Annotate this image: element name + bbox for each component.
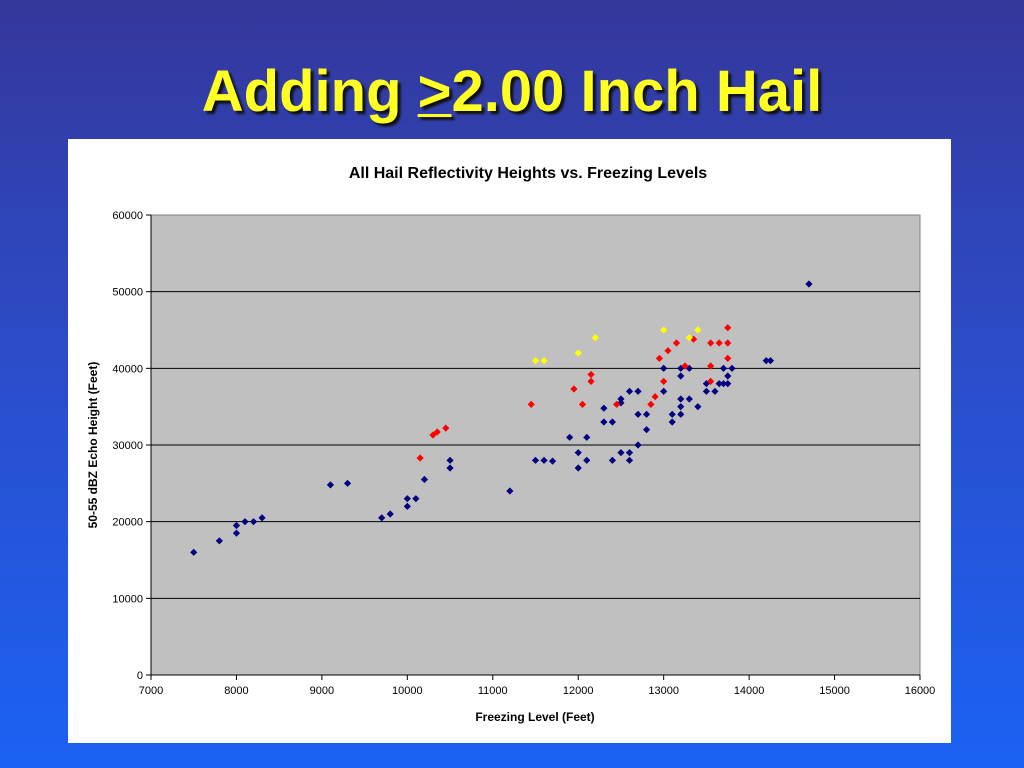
data-point [566, 433, 574, 441]
x-tick-label: 9000 [310, 685, 334, 697]
x-axis-label: Freezing Level (Feet) [475, 710, 594, 724]
data-point [681, 362, 689, 370]
data-point [412, 495, 420, 503]
data-point [241, 518, 249, 526]
y-axis-label: 50-55 dBZ Echo Height (Feet) [86, 362, 100, 529]
data-point [506, 487, 514, 495]
data-point [642, 426, 651, 434]
x-tick-label: 14000 [734, 685, 765, 697]
slide-title-prefix: Adding [201, 59, 418, 124]
data-point [326, 481, 335, 489]
data-point [433, 428, 441, 436]
data-point [617, 399, 625, 407]
data-point [429, 431, 437, 439]
data-point [378, 514, 386, 522]
data-point [689, 335, 698, 343]
data-point [694, 403, 702, 411]
x-tick-label: 10000 [392, 685, 423, 697]
data-point [724, 372, 732, 380]
data-point [600, 404, 608, 412]
data-point [258, 514, 266, 522]
data-point [548, 457, 557, 465]
y-tick-label: 10000 [112, 593, 143, 605]
data-point [634, 410, 642, 418]
data-point [442, 424, 450, 432]
data-point [343, 479, 352, 487]
data-point [647, 400, 655, 408]
data-point [642, 410, 651, 418]
data-point [600, 418, 608, 426]
data-point [617, 449, 625, 457]
data-point [724, 339, 732, 347]
data-point [625, 456, 634, 464]
x-tick-label: 15000 [819, 685, 850, 697]
data-point [403, 495, 411, 503]
data-point [715, 339, 723, 347]
slide-title-gt: > [417, 59, 452, 124]
data-point [613, 400, 621, 408]
y-tick-label: 60000 [112, 210, 143, 222]
x-tick-label: 12000 [563, 685, 594, 697]
data-point [707, 339, 715, 347]
y-tick-label: 40000 [112, 363, 143, 375]
x-tick-label: 13000 [648, 685, 679, 697]
data-point [668, 418, 676, 426]
data-point [232, 521, 241, 530]
data-point [651, 393, 659, 401]
data-point [446, 464, 454, 472]
data-point [694, 326, 702, 334]
x-tick-label: 8000 [224, 685, 248, 697]
data-point [232, 529, 241, 537]
data-point [190, 548, 198, 556]
y-tick-label: 30000 [112, 440, 143, 452]
data-point [583, 433, 591, 441]
scatter-chart: All Hail Reflectivity Heights vs. Freezi… [86, 165, 936, 724]
chart-title: All Hail Reflectivity Heights vs. Freezi… [349, 165, 707, 182]
data-point [625, 449, 634, 457]
data-point [677, 410, 685, 418]
data-point [420, 475, 429, 484]
x-tick-label: 11000 [478, 685, 508, 697]
data-point [403, 502, 411, 510]
data-point [634, 441, 642, 449]
data-point [668, 410, 676, 418]
slide-title-rest: 2.00 Inch Hail [451, 59, 823, 124]
data-point [617, 395, 625, 403]
data-point [677, 395, 685, 403]
data-point [527, 400, 535, 408]
data-point [570, 385, 578, 393]
data-point [660, 326, 668, 334]
data-point [446, 456, 454, 464]
data-point [574, 464, 582, 472]
data-point [677, 403, 685, 411]
data-point [416, 454, 424, 462]
y-tick-label: 50000 [112, 287, 143, 299]
data-point [677, 372, 685, 380]
data-point [215, 537, 223, 545]
data-point [386, 510, 394, 518]
data-point [574, 349, 582, 357]
chart-panel: All Hail Reflectivity Heights vs. Freezi… [68, 139, 951, 743]
data-point [540, 456, 548, 464]
data-point [531, 456, 540, 464]
data-point [685, 395, 693, 403]
data-point [574, 449, 582, 457]
data-point [724, 324, 732, 332]
data-point [608, 456, 616, 464]
data-point [587, 370, 595, 379]
data-point [707, 362, 715, 370]
x-tick-label: 7000 [139, 685, 163, 697]
data-point [664, 347, 672, 355]
y-tick-label: 20000 [112, 517, 143, 529]
slide-title: Adding >2.00 Inch Hail [0, 58, 1024, 125]
data-point [608, 418, 616, 426]
data-point [805, 280, 813, 288]
data-point [672, 339, 681, 347]
x-tick-label: 16000 [905, 685, 936, 697]
data-point [249, 518, 258, 526]
data-point [578, 400, 587, 408]
data-point [583, 456, 591, 464]
y-tick-label: 0 [137, 670, 143, 682]
